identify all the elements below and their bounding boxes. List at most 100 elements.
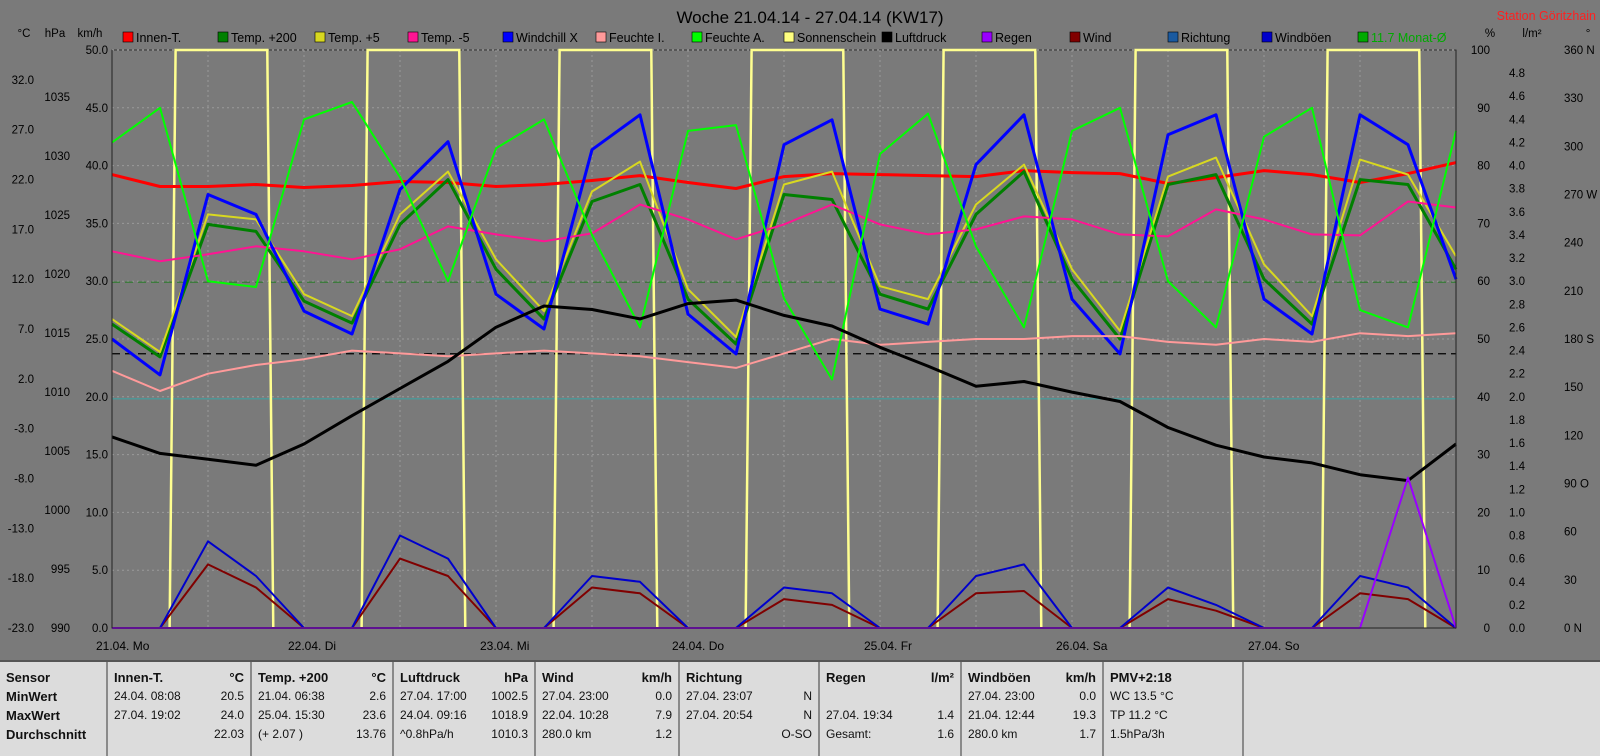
stats-row: 24.04. 08:08 20.5 <box>114 689 244 703</box>
stats-panel-header: Luftdruck hPa <box>400 670 528 685</box>
pressure-tick-label: 990 <box>51 623 70 635</box>
legend-label: Temp. -5 <box>421 31 470 45</box>
legend-label: Luftdruck <box>895 31 947 45</box>
stats-panel-header: Innen-T. °C <box>114 670 244 685</box>
rain-tick-label: 4.0 <box>1509 161 1525 173</box>
legend-label: Windböen <box>1275 31 1331 45</box>
humidity-tick-label: 10 <box>1477 565 1490 577</box>
stats-row: 21.04. 06:38 2.6 <box>258 689 386 703</box>
legend-label: 11.7 Monat-Ø <box>1371 31 1447 45</box>
stats-row: 27.04. 23:07 N <box>686 689 812 703</box>
rain-tick-label: 4.4 <box>1509 114 1526 126</box>
rain-tick-label: 0.8 <box>1509 531 1525 543</box>
stats-panel: Richtung 27.04. 23:07 N 27.04. 20:54 N O-SO <box>680 662 820 756</box>
legend-label: Windchill X <box>516 31 578 45</box>
pressure-tick-label: 1010 <box>44 387 70 399</box>
direction-axis-unit: ° <box>1586 28 1591 40</box>
x-tick-label: 22.04. Di <box>288 639 336 653</box>
rain-tick-label: 4.8 <box>1509 68 1525 80</box>
stats-row: 27.04. 17:00 1002.5 <box>400 689 528 703</box>
legend-swatch <box>783 31 795 43</box>
humidity-tick-label: 80 <box>1477 161 1490 173</box>
stats-row: 27.04. 23:00 0.0 <box>968 689 1096 703</box>
rain-tick-label: 2.8 <box>1509 299 1525 311</box>
pressure-tick-label: 1015 <box>44 328 70 340</box>
temp-tick-label: -8.0 <box>14 474 34 486</box>
legend-swatch <box>881 31 893 43</box>
wind-tick-label: 30.0 <box>86 276 108 288</box>
x-tick-label: 27.04. So <box>1248 639 1300 653</box>
humidity-tick-label: 0 <box>1484 623 1490 635</box>
legend-label: Temp. +5 <box>328 31 380 45</box>
rain-tick-label: 2.6 <box>1509 322 1525 334</box>
x-tick-label: 24.04. Do <box>672 639 724 653</box>
stats-row: 25.04. 15:30 23.6 <box>258 708 386 722</box>
stats-row: Durchschnitt <box>6 727 87 742</box>
humidity-tick-label: 20 <box>1477 507 1490 519</box>
direction-tick-label: 60 <box>1564 527 1577 539</box>
series-line <box>111 200 1457 263</box>
rain-tick-label: 3.8 <box>1509 184 1525 196</box>
legend-swatch <box>1261 31 1273 43</box>
rain-tick-label: 1.6 <box>1509 438 1525 450</box>
wind-tick-label: 0.0 <box>92 623 108 635</box>
humidity-axis-unit: % <box>1485 28 1495 40</box>
rain-tick-label: 1.2 <box>1509 484 1525 496</box>
humidity-tick-label: 40 <box>1477 392 1490 404</box>
humidity-tick-label: 100 <box>1471 45 1490 57</box>
temp-tick-label: -13.0 <box>8 523 34 535</box>
temp-tick-label: -23.0 <box>8 623 34 635</box>
rain-tick-label: 2.0 <box>1509 392 1525 404</box>
legend-swatch <box>407 31 419 43</box>
temp-tick-label: 17.0 <box>12 224 34 236</box>
wind-tick-label: 45.0 <box>86 103 108 115</box>
legend-swatch <box>981 31 993 43</box>
stats-row: 27.04. 23:00 0.0 <box>542 689 672 703</box>
stats-row: 22.04. 10:28 7.9 <box>542 708 672 722</box>
wind-tick-label: 50.0 <box>86 45 108 57</box>
stats-panel-header: Windböen km/h <box>968 670 1096 685</box>
direction-tick-label: 210 <box>1564 286 1583 298</box>
stats-panel: Regen l/m² 27.04. 19:34 1.4 Gesamt: 1.6 <box>820 662 962 756</box>
stats-panel: Windböen km/h 27.04. 23:00 0.0 21.04. 12:44 1… <box>962 662 1104 756</box>
stats-panel: Luftdruck hPa 27.04. 17:00 1002.5 24.04. 09:… <box>394 662 536 756</box>
rain-tick-label: 3.4 <box>1509 230 1526 242</box>
stats-row: 280.0 km 1.7 <box>968 727 1096 741</box>
temp-tick-label: -3.0 <box>14 424 34 436</box>
direction-tick-label: 120 <box>1564 430 1583 442</box>
stats-panel-header: Sensor <box>6 670 51 685</box>
direction-tick-label: 0 N <box>1564 623 1582 635</box>
x-tick-label: 23.04. Mi <box>480 639 529 653</box>
pressure-tick-label: 1030 <box>44 151 70 163</box>
station-label: Station Göritzhain <box>1497 9 1596 23</box>
wind-axis-unit: km/h <box>78 28 103 40</box>
pressure-tick-label: 1035 <box>44 92 70 104</box>
series-line <box>111 101 1457 381</box>
rain-tick-label: 3.6 <box>1509 207 1525 219</box>
stats-row: ^0.8hPa/h 1010.3 <box>400 727 528 741</box>
rain-tick-label: 2.4 <box>1509 346 1526 358</box>
pressure-axis-unit: hPa <box>45 28 66 40</box>
stats-row: 24.04. 09:16 1018.9 <box>400 708 528 722</box>
stats-panel: Innen-T. °C 24.04. 08:08 20.5 27.04. 19:02 24… <box>108 662 252 756</box>
stats-panel-header: Richtung <box>686 670 743 685</box>
pressure-tick-label: 1005 <box>44 446 70 458</box>
humidity-tick-label: 90 <box>1477 103 1490 115</box>
temp-tick-label: 22.0 <box>12 175 34 187</box>
stats-panel: Wind km/h 27.04. 23:00 0.0 22.04. 10:28 7.9 28… <box>536 662 680 756</box>
stats-row: MinWert <box>6 689 58 704</box>
legend-label: Feuchte A. <box>705 31 765 45</box>
series-line <box>111 156 1457 353</box>
weather-chart: 32.0 27.0 22.0 17.0 12.0 7.0 2.0 -3.0 -8.0 -13.0 -… <box>7 8 1598 653</box>
stats-panel-header: Temp. +200 °C <box>258 670 386 685</box>
legend-swatch <box>1357 31 1369 43</box>
stats-row: 280.0 km 1.2 <box>542 727 672 741</box>
wind-tick-label: 5.0 <box>92 565 108 577</box>
rain-tick-label: 0.4 <box>1509 577 1526 589</box>
stats-row: 27.04. 19:34 1.4 <box>826 708 954 722</box>
direction-tick-label: 240 <box>1564 238 1583 250</box>
temp-tick-label: -18.0 <box>8 573 34 585</box>
humidity-tick-label: 70 <box>1477 218 1490 230</box>
wind-tick-label: 35.0 <box>86 218 108 230</box>
humidity-tick-label: 60 <box>1477 276 1490 288</box>
